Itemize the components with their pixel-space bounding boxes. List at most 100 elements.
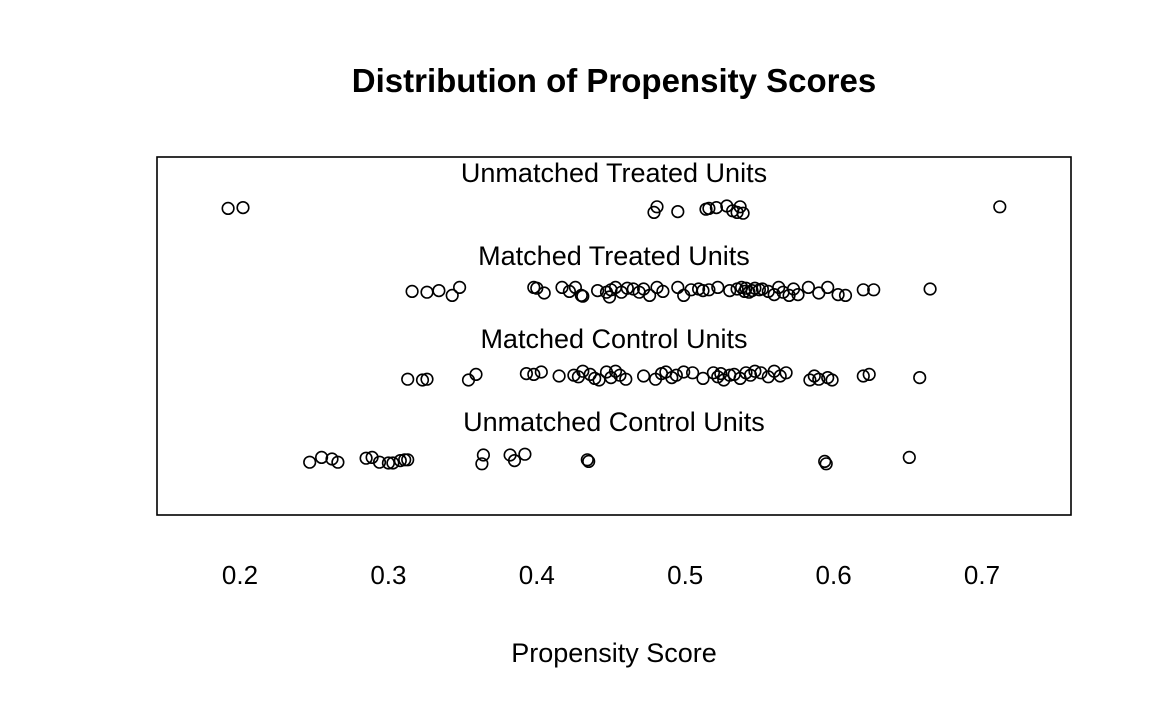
point-matched-control-units [469, 367, 483, 382]
point-matched-treated-units [723, 284, 737, 298]
point-matched-control-units [401, 372, 415, 386]
point-matched-control-units [696, 371, 710, 386]
x-tick-label: 0.2 [222, 560, 258, 590]
point-matched-treated-units [923, 282, 937, 296]
point-matched-treated-units [453, 280, 467, 295]
point-unmatched-control-units [475, 457, 489, 471]
point-matched-treated-units [867, 283, 881, 297]
point-matched-control-units [754, 366, 768, 380]
point-matched-treated-units [831, 288, 845, 302]
point-matched-control-units [519, 367, 534, 381]
point-matched-control-units [856, 369, 870, 383]
point-unmatched-control-units [331, 455, 345, 469]
point-matched-control-units [527, 367, 541, 382]
point-unmatched-control-units [315, 450, 329, 465]
point-matched-control-units [619, 372, 633, 386]
point-unmatched-treated-units [236, 201, 250, 215]
point-matched-treated-units [821, 280, 835, 295]
point-matched-treated-units [767, 288, 781, 302]
point-matched-treated-units [696, 284, 710, 298]
point-matched-control-units [779, 366, 793, 380]
point-matched-treated-units [620, 281, 634, 295]
point-unmatched-control-units [518, 447, 532, 461]
point-matched-treated-units [432, 284, 446, 298]
point-matched-control-units [552, 369, 566, 383]
point-matched-control-units [415, 373, 430, 387]
x-tick-label: 0.4 [519, 560, 555, 590]
point-unmatched-control-units [372, 455, 387, 469]
point-unmatched-control-units [507, 454, 522, 468]
point-matched-treated-units [702, 283, 716, 297]
point-matched-control-units [803, 373, 817, 387]
point-unmatched-control-units [393, 454, 407, 468]
point-matched-treated-units [755, 282, 770, 296]
point-matched-control-units [636, 369, 651, 383]
point-matched-treated-units [576, 289, 590, 303]
point-matched-control-units [608, 364, 623, 378]
point-unmatched-treated-units [733, 200, 747, 214]
group-label-matched-treated: Matched Treated Units [478, 241, 750, 271]
x-tick-label: 0.5 [667, 560, 703, 590]
point-unmatched-control-units [902, 450, 916, 465]
point-unmatched-control-units [303, 455, 317, 469]
group-label-matched-control: Matched Control Units [480, 324, 747, 354]
point-matched-treated-units [590, 284, 605, 298]
point-matched-treated-units [838, 288, 853, 303]
point-matched-treated-units [739, 281, 753, 295]
point-unmatched-control-units [476, 448, 491, 462]
point-matched-treated-units [555, 280, 569, 295]
point-unmatched-control-units [580, 453, 594, 467]
group-label-unmatched-control: Unmatched Control Units [463, 407, 765, 437]
point-matched-control-units [677, 365, 691, 379]
x-ticks: 0.2 0.3 0.4 0.5 0.6 0.7 [222, 560, 1000, 590]
point-matched-control-units [669, 368, 683, 382]
plot-area-frame [156, 156, 1072, 516]
point-matched-control-units [534, 365, 548, 379]
point-matched-treated-units [745, 284, 759, 298]
point-matched-treated-units [445, 288, 459, 303]
chart-title: Distribution of Propensity Scores [352, 62, 876, 99]
x-tick-label: 0.6 [816, 560, 852, 590]
point-matched-treated-units [602, 290, 617, 304]
point-matched-control-units [862, 367, 876, 382]
point-unmatched-control-units [401, 453, 415, 467]
point-matched-control-units [685, 366, 700, 380]
point-unmatched-control-units [386, 456, 400, 470]
point-matched-treated-units [772, 280, 786, 295]
point-matched-control-units [576, 364, 590, 378]
x-axis: 0.2 0.3 0.4 0.5 0.6 0.7 [222, 560, 1000, 590]
point-matched-treated-units [801, 280, 816, 295]
point-matched-control-units [748, 364, 762, 378]
point-unmatched-treated-units [709, 201, 724, 215]
point-matched-control-units [825, 373, 839, 387]
point-matched-treated-units [856, 283, 870, 297]
point-unmatched-treated-units [221, 201, 235, 215]
point-unmatched-treated-units [650, 200, 664, 214]
point-unmatched-treated-units [702, 201, 716, 215]
data-points [221, 199, 1007, 471]
point-unmatched-treated-units [671, 205, 685, 219]
point-matched-control-units [913, 371, 927, 385]
point-matched-control-units [420, 372, 434, 386]
x-axis-label: Propensity Score [511, 638, 717, 668]
x-tick-label: 0.7 [964, 560, 1000, 590]
group-label-unmatched-treated: Unmatched Treated Units [461, 158, 767, 188]
point-unmatched-treated-units [993, 200, 1007, 214]
point-matched-treated-units [405, 284, 419, 299]
point-matched-control-units [714, 367, 728, 381]
point-matched-treated-units [642, 288, 657, 303]
point-matched-control-units [812, 372, 826, 386]
point-matched-treated-units [711, 280, 725, 295]
point-unmatched-treated-units [736, 206, 750, 220]
point-matched-treated-units [671, 280, 685, 295]
point-unmatched-control-units [819, 457, 833, 471]
group-labels: Unmatched Treated Units Matched Treated … [461, 158, 767, 437]
point-unmatched-control-units [818, 454, 832, 469]
point-unmatched-control-units [582, 454, 596, 469]
point-matched-treated-units [656, 284, 670, 299]
point-matched-treated-units [791, 288, 805, 302]
point-unmatched-control-units [359, 451, 373, 465]
point-matched-treated-units [420, 285, 434, 299]
point-matched-treated-units [537, 286, 551, 300]
